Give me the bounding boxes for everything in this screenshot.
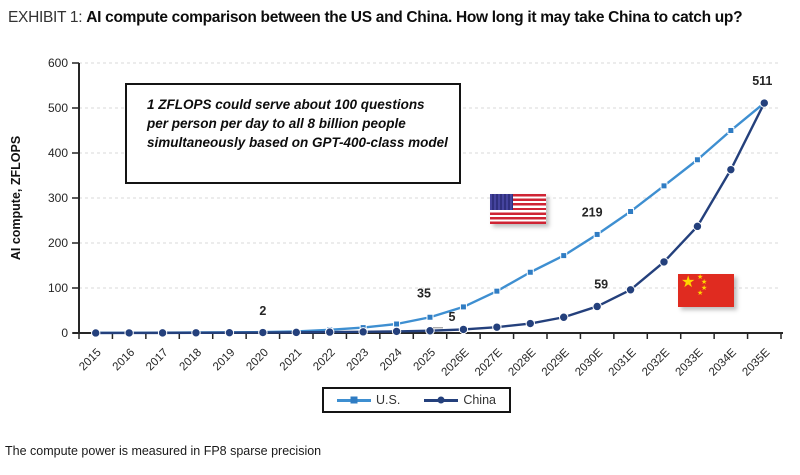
us-data-point bbox=[459, 303, 467, 311]
china-data-point bbox=[425, 326, 435, 336]
y-tick-label: 100 bbox=[48, 281, 68, 295]
china-data-point bbox=[91, 328, 101, 338]
china-data-point bbox=[358, 327, 368, 337]
footnote-text: The compute power is measured in FP8 spa… bbox=[5, 444, 322, 458]
china-data-point bbox=[124, 328, 134, 338]
y-tick-label: 400 bbox=[48, 146, 68, 160]
us-flag-icon bbox=[490, 194, 546, 224]
us-data-point bbox=[727, 127, 735, 134]
legend-label-us: U.S. bbox=[376, 393, 401, 407]
annotation-box: 1 ZFLOPS could serve about 100 questions… bbox=[125, 83, 461, 184]
x-axis-label: 2023 bbox=[345, 347, 372, 374]
china-data-point bbox=[592, 301, 602, 312]
y-tick-label: 300 bbox=[48, 191, 68, 205]
x-axis-label: 2024 bbox=[378, 346, 405, 373]
data-value-label: 219 bbox=[582, 205, 603, 219]
china-data-point bbox=[325, 327, 335, 337]
china-data-point bbox=[759, 98, 769, 108]
china-flag-small-star-icon: ★ bbox=[697, 290, 704, 297]
china-flag-small-star-icon: ★ bbox=[697, 274, 704, 281]
y-tick-label: 0 bbox=[61, 326, 68, 340]
x-axis-label: 2031E bbox=[607, 346, 639, 378]
exhibit-title: EXHIBIT 1: AI compute comparison between… bbox=[8, 9, 798, 27]
x-axis-label: 2021 bbox=[278, 347, 305, 374]
china-data-point bbox=[224, 327, 235, 338]
x-axis-label: 2030E bbox=[573, 346, 605, 378]
china-data-point bbox=[726, 164, 736, 175]
x-axis-label: 2025 bbox=[412, 347, 439, 374]
x-axis-label: 2032E bbox=[640, 346, 672, 378]
china-data-point bbox=[391, 326, 402, 337]
china-data-point bbox=[659, 257, 669, 267]
x-axis-label: 2034E bbox=[707, 346, 739, 378]
china-flag-small-star-icon: ★ bbox=[701, 285, 708, 292]
china-flag-small-star-icon: ★ bbox=[701, 279, 708, 286]
chart-legend: U.S. China bbox=[322, 387, 511, 413]
china-data-point bbox=[458, 324, 469, 335]
us-data-point bbox=[426, 313, 434, 321]
x-axis-label: 2017 bbox=[144, 347, 171, 374]
china-data-point bbox=[258, 327, 268, 338]
china-flag-big-star-icon: ★ bbox=[681, 274, 696, 291]
us-data-point bbox=[627, 208, 635, 215]
x-axis-label: 2027E bbox=[473, 346, 505, 378]
us-data-point bbox=[693, 156, 701, 164]
china-series-swatch-icon bbox=[424, 395, 459, 405]
y-tick-label: 200 bbox=[48, 236, 68, 250]
y-tick-label: 600 bbox=[48, 56, 68, 70]
data-value-label: 511 bbox=[752, 74, 772, 88]
x-axis-label: 2022 bbox=[311, 347, 338, 374]
china-data-point bbox=[525, 318, 535, 329]
us-flag-canton bbox=[490, 194, 513, 211]
x-axis-label: 2015 bbox=[77, 347, 104, 374]
data-value-label: 35 bbox=[417, 286, 431, 300]
legend-label-china: China bbox=[463, 393, 496, 407]
x-axis-label: 2033E bbox=[674, 346, 706, 378]
china-data-point bbox=[157, 328, 168, 338]
china-data-point bbox=[291, 327, 301, 338]
y-tick-label: 500 bbox=[48, 101, 68, 115]
china-data-point bbox=[625, 285, 636, 295]
us-series-swatch-icon bbox=[337, 395, 371, 405]
data-value-label: 5 bbox=[449, 310, 456, 324]
us-data-point bbox=[660, 182, 668, 190]
china-data-point bbox=[492, 322, 502, 332]
x-axis-label: 2019 bbox=[211, 347, 238, 374]
china-flag-icon: ★ ★ ★ ★ ★ bbox=[678, 274, 734, 307]
us-data-point bbox=[560, 252, 568, 260]
legend-item-china: China bbox=[424, 393, 496, 407]
china-data-point bbox=[559, 312, 569, 322]
us-data-point bbox=[493, 287, 501, 295]
us-data-point bbox=[526, 268, 534, 276]
x-axis-label: 2020 bbox=[244, 347, 271, 374]
data-value-label: 2 bbox=[259, 304, 266, 318]
x-axis-label: 2016 bbox=[111, 347, 138, 374]
y-axis-title: AI compute, ZFLOPS bbox=[9, 136, 23, 260]
us-data-point bbox=[593, 230, 601, 238]
exhibit-title-text: AI compute comparison between the US and… bbox=[86, 9, 743, 26]
legend-item-us: U.S. bbox=[337, 393, 400, 407]
x-axis-label: 2029E bbox=[540, 346, 572, 378]
x-axis-label: 2035E bbox=[740, 346, 772, 378]
x-axis-label: 2026E bbox=[440, 346, 472, 378]
x-axis-label: 2018 bbox=[178, 347, 205, 374]
x-axis-label: 2028E bbox=[506, 346, 538, 378]
china-data-point bbox=[692, 221, 703, 232]
china-data-point bbox=[191, 328, 201, 338]
data-value-label: 59 bbox=[594, 277, 608, 291]
us-data-point bbox=[393, 320, 401, 328]
exhibit-number-label: EXHIBIT 1: bbox=[8, 9, 83, 26]
